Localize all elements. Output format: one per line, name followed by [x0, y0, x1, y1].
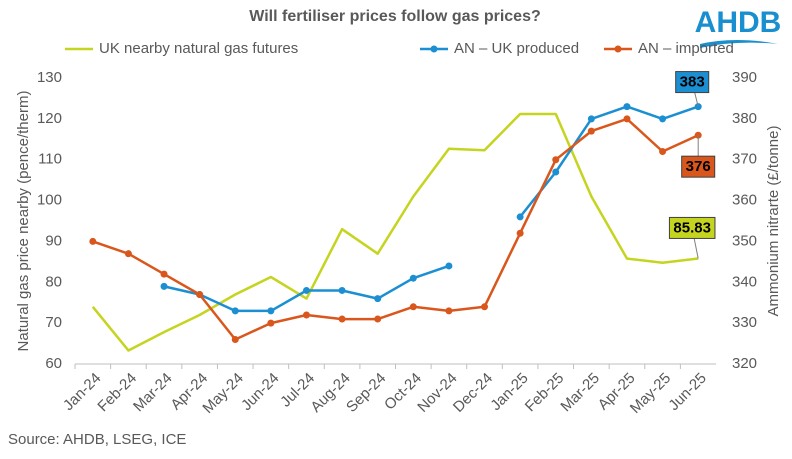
x-tick-label: Sep-24	[343, 370, 389, 416]
x-tick-label: Aug-24	[307, 370, 353, 416]
point	[445, 307, 453, 315]
x-tick-label: Nov-24	[414, 370, 460, 416]
value-label-box	[681, 155, 716, 178]
y-tick-label: 90	[45, 232, 62, 249]
logo-swoosh	[700, 40, 778, 48]
value-label-text: 383	[680, 74, 705, 91]
x-tick-label: Mar-24	[130, 370, 176, 416]
y-tick-label: 100	[37, 192, 62, 209]
value-label: 376	[681, 135, 716, 178]
y2-tick-label: 390	[732, 69, 757, 86]
x-tick-label: Jun-24	[238, 370, 282, 414]
y2-axis-label: Ammonium nitrarte (£/tonne)	[765, 126, 782, 317]
series-line	[91, 112, 699, 352]
point	[196, 291, 204, 299]
point	[338, 315, 346, 323]
x-tick-label: Dec-24	[450, 370, 496, 416]
point	[267, 307, 275, 315]
point	[587, 127, 595, 135]
value-label-text: 376	[686, 158, 711, 175]
value-label-box	[668, 216, 716, 239]
point	[302, 311, 310, 319]
x-tick-label: Feb-24	[94, 370, 140, 416]
y2-tick-label: 380	[732, 110, 757, 127]
x-tick-label: May-25	[627, 370, 674, 417]
y2-tick-label: 320	[732, 355, 757, 372]
point	[409, 303, 417, 311]
point	[659, 148, 667, 156]
point	[374, 315, 382, 323]
value-label-text: 85.83	[673, 219, 711, 236]
source: Source: AHDB, LSEG, ICE	[8, 431, 186, 448]
y2-tick-label: 340	[732, 273, 757, 290]
y-tick-label: 70	[45, 314, 62, 331]
point	[552, 156, 560, 164]
point	[267, 319, 275, 327]
point	[516, 213, 524, 221]
point	[302, 286, 310, 294]
point	[409, 274, 417, 282]
point	[374, 295, 382, 303]
point	[623, 103, 631, 111]
point	[659, 115, 667, 123]
point	[160, 282, 168, 290]
x-tick-label: May-24	[199, 370, 246, 417]
y2-tick-label: 360	[732, 192, 757, 209]
point	[516, 229, 524, 237]
series-line	[92, 117, 699, 341]
legend-label: UK nearby natural gas futures	[99, 40, 298, 57]
y-tick-label: 80	[45, 273, 62, 290]
y-axis-label: Natural gas price nearby (pence/therm)	[15, 91, 32, 352]
point	[623, 115, 631, 123]
point	[445, 262, 453, 270]
point	[231, 335, 239, 343]
point	[160, 270, 168, 278]
value-label: 383	[675, 71, 710, 107]
y2-tick-label: 370	[732, 151, 757, 168]
point	[587, 115, 595, 123]
y-tick-label: 110	[38, 151, 62, 168]
x-tick-label: Feb-25	[522, 370, 568, 416]
series-line	[163, 105, 699, 313]
legend-marker	[430, 45, 438, 53]
point	[481, 303, 489, 311]
legend-label: AN – UK produced	[454, 40, 579, 57]
point	[552, 168, 560, 176]
y-tick-label: 130	[37, 69, 62, 86]
y2-tick-label: 350	[732, 232, 757, 249]
point	[231, 307, 239, 315]
point	[89, 237, 97, 245]
x-tick-label: Jun-25	[665, 370, 709, 414]
point	[338, 286, 346, 294]
point	[124, 250, 132, 258]
legend-label: AN – imported	[638, 40, 734, 57]
x-tick-label: Mar-25	[557, 370, 603, 416]
value-label: 85.83	[668, 216, 716, 259]
legend-marker	[614, 45, 622, 53]
value-label-box	[675, 71, 710, 94]
y-tick-label: 120	[37, 110, 62, 127]
logo: AHDB	[695, 6, 782, 39]
y-tick-label: 60	[45, 355, 62, 372]
chart-title: Will fertiliser prices follow gas prices…	[249, 8, 541, 25]
y2-tick-label: 330	[732, 314, 757, 331]
